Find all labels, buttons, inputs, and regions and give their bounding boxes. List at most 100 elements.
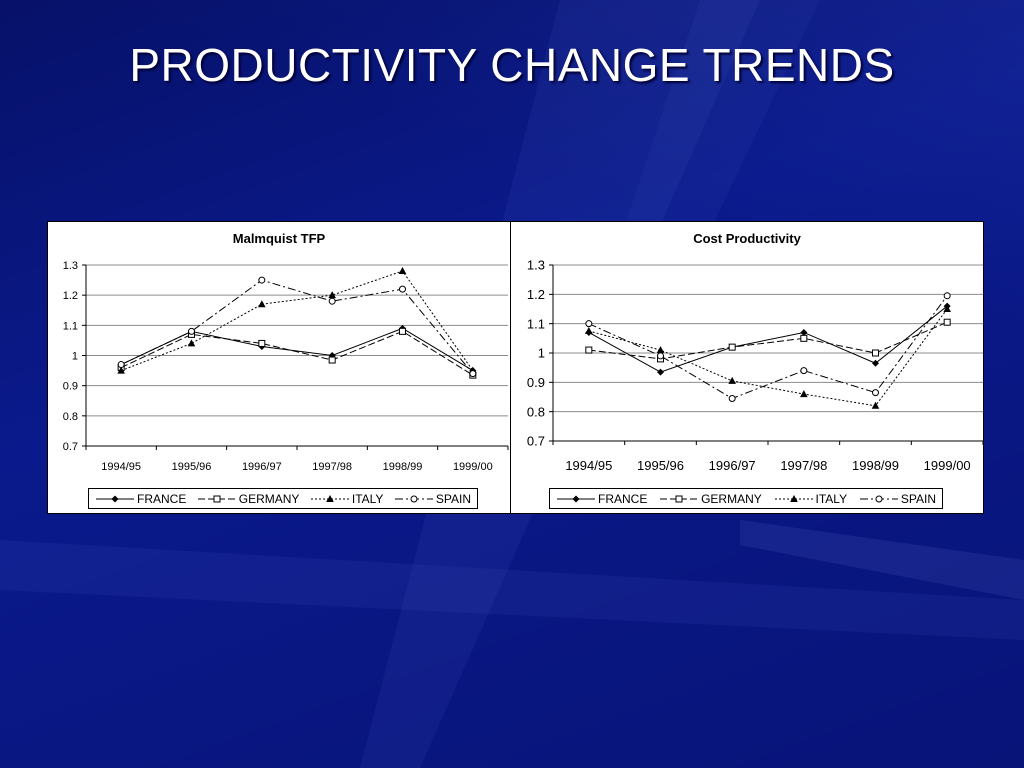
data-point-italy	[258, 300, 266, 308]
data-point-italy	[328, 291, 336, 299]
legend-swatch	[197, 495, 236, 502]
y-tick-label: 1	[72, 350, 78, 362]
legend-label: GERMANY	[701, 491, 762, 506]
y-tick-label: 1.3	[63, 260, 78, 272]
data-point-spain	[399, 285, 406, 293]
data-point-germany	[728, 343, 736, 351]
data-point-spain	[943, 292, 951, 300]
x-tick-label: 1999/00	[453, 461, 493, 473]
malmquist-tfp-plot: Malmquist TFP 0.7 0.8 0.9 1 1.1 1.2 1.3 1994/95 1…	[63, 231, 509, 473]
cost-productivity-legend: FRANCE GERMANY ITALY SPAIN	[549, 488, 943, 509]
data-point-spain	[117, 361, 125, 369]
series-line-france	[120, 327, 474, 372]
series-line-spain	[120, 279, 474, 374]
chart-title: Cost Productivity	[693, 231, 801, 246]
malmquist-tfp-chart: Malmquist TFP 0.7 0.8 0.9 1 1.1 1.2 1.3 1994/95 1…	[48, 222, 511, 513]
data-point-italy	[398, 267, 407, 275]
data-point-spain	[872, 389, 879, 397]
series-line-italy	[120, 270, 474, 372]
data-point-spain	[657, 352, 664, 360]
legend-item-italy: ITALY	[310, 491, 384, 506]
data-point-france	[872, 359, 879, 367]
y-tick-label: 1.1	[63, 320, 78, 332]
data-point-france	[657, 368, 664, 376]
legend-label: FRANCE	[137, 491, 187, 506]
legend-label: SPAIN	[435, 491, 471, 506]
x-tick-label: 1998/99	[852, 458, 899, 473]
cost-productivity-plot: Cost Productivity 0.7 0.8 0.9 1 1.1 1.2 1.3 1994…	[527, 231, 983, 473]
legend-marker	[213, 495, 221, 502]
legend-swatch	[859, 495, 898, 502]
slide-title: PRODUCTIVITY CHANGE TRENDS	[129, 39, 895, 91]
y-tick-label: 0.7	[527, 434, 545, 449]
x-tick-label: 1994/95	[565, 458, 612, 473]
x-tick-label: 1995/96	[172, 461, 212, 473]
legend-marker	[572, 495, 580, 502]
charts-container: Malmquist TFP 0.7 0.8 0.9 1 1.1 1.2 1.3 1994/95 1…	[47, 221, 984, 514]
series-line-germany	[588, 321, 948, 360]
data-point-germany	[872, 349, 879, 357]
cost-productivity-chart: Cost Productivity 0.7 0.8 0.9 1 1.1 1.2 1.3 1994…	[511, 222, 983, 513]
legend-item-italy: ITALY	[774, 491, 848, 506]
x-tick-label: 1999/00	[924, 458, 971, 473]
legend-item-france: FRANCE	[95, 492, 186, 506]
legend-label: FRANCE	[598, 491, 648, 506]
x-tick-label: 1995/96	[637, 458, 684, 473]
y-tick-label: 0.9	[527, 375, 545, 390]
data-point-spain	[258, 276, 266, 284]
data-point-italy	[871, 401, 880, 409]
data-point-italy	[728, 376, 736, 384]
legend-label: ITALY	[351, 491, 384, 506]
y-tick-label: 1.1	[527, 316, 545, 331]
data-point-germany	[943, 318, 951, 326]
y-tick-label: 0.8	[527, 404, 545, 419]
data-point-france	[800, 328, 808, 336]
legend-swatch	[774, 494, 813, 502]
malmquist-tfp-legend: FRANCE GERMANY ITALY SPAIN	[88, 488, 478, 509]
data-point-germany	[399, 327, 406, 335]
data-point-germany	[585, 346, 593, 354]
legend-item-germany: GERMANY	[659, 492, 762, 506]
data-point-spain	[469, 370, 477, 378]
x-tick-label: 1997/98	[780, 458, 827, 473]
data-point-spain	[585, 320, 593, 328]
legend-swatch	[394, 495, 433, 502]
legend-item-spain: SPAIN	[394, 492, 471, 506]
data-point-italy	[800, 390, 808, 398]
x-tick-label: 1997/98	[312, 461, 352, 473]
data-point-germany	[258, 339, 266, 347]
y-tick-label: 1.2	[63, 290, 78, 302]
y-tick-label: 1	[538, 346, 545, 361]
series-line-france	[588, 305, 948, 373]
legend-swatch	[310, 494, 349, 502]
data-point-germany	[328, 356, 336, 364]
data-point-italy	[656, 346, 665, 354]
x-tick-label: 1994/95	[101, 461, 141, 473]
data-point-italy	[117, 366, 125, 374]
legend-marker	[111, 495, 119, 502]
series-line-spain	[588, 295, 948, 400]
legend-label: GERMANY	[238, 491, 300, 506]
y-tick-label: 0.7	[63, 441, 78, 453]
legend-swatch	[96, 495, 134, 502]
legend-label: ITALY	[815, 491, 848, 506]
legend-marker	[675, 495, 683, 502]
data-point-spain	[328, 297, 336, 305]
x-tick-label: 1998/99	[383, 461, 423, 473]
series-line-germany	[120, 330, 474, 376]
data-point-italy	[943, 305, 951, 312]
legend-item-spain: SPAIN	[859, 492, 936, 506]
y-tick-label: 0.8	[63, 411, 78, 423]
x-tick-label: 1996/97	[242, 461, 282, 473]
series-line-italy	[588, 308, 948, 407]
legend-swatch	[660, 495, 699, 502]
legend-marker	[410, 495, 418, 502]
data-point-germany	[800, 334, 808, 342]
y-tick-label: 0.9	[63, 381, 78, 393]
x-tick-label: 1996/97	[709, 458, 756, 473]
y-tick-label: 1.3	[527, 258, 545, 273]
legend-item-germany: GERMANY	[197, 491, 300, 506]
legend-label: SPAIN	[900, 491, 936, 506]
legend-marker	[326, 494, 334, 502]
y-tick-label: 1.2	[527, 287, 545, 302]
